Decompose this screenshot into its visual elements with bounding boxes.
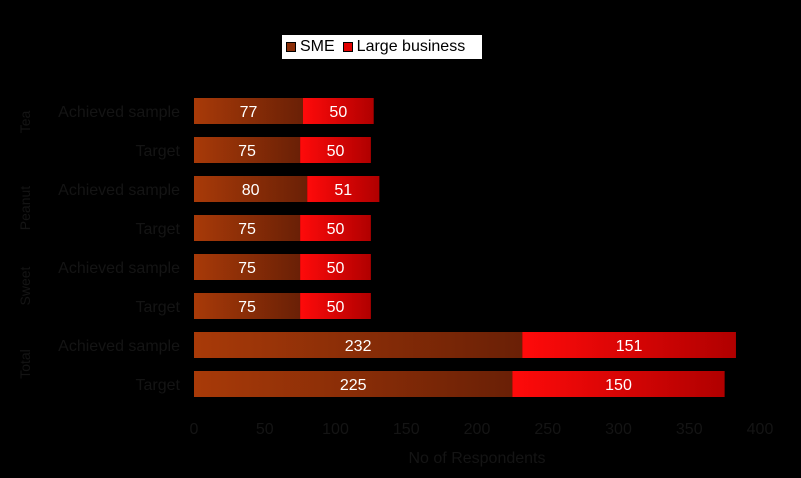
x-tick-label: 400: [747, 421, 774, 438]
bar-segment: [302, 98, 374, 124]
legend-label-sme: SME: [300, 38, 335, 55]
legend: SME Large business: [282, 35, 482, 59]
x-tick-label: 250: [534, 421, 561, 438]
bar-segment: [522, 332, 736, 358]
legend-swatch-sme: [286, 42, 296, 52]
bar-segment: [194, 215, 301, 241]
group-label: Peanut: [17, 186, 33, 230]
category-label: Achieved sample: [58, 338, 180, 355]
data-label: 80: [242, 182, 260, 199]
x-tick-label: 200: [464, 421, 491, 438]
data-label: 77: [240, 104, 258, 121]
bar-segment: [300, 215, 371, 241]
x-tick-label: 350: [676, 421, 703, 438]
x-tick-label: 0: [190, 421, 199, 438]
bar-segment: [300, 137, 371, 163]
x-tick-label: 50: [256, 421, 274, 438]
bar-segment: [512, 371, 725, 397]
data-label: 151: [616, 338, 643, 355]
category-label: Achieved sample: [58, 104, 180, 121]
data-label: 75: [238, 299, 256, 316]
data-label: 50: [329, 104, 347, 121]
bar-segment: [194, 293, 301, 319]
data-label: 75: [238, 221, 256, 238]
data-label: 75: [238, 260, 256, 277]
category-label: Target: [136, 299, 181, 316]
bar-segment: [194, 371, 513, 397]
legend-item-sme: SME: [286, 38, 335, 56]
x-tick-label: 150: [393, 421, 420, 438]
category-label: Target: [136, 221, 181, 238]
bar-segment: [194, 98, 303, 124]
bar-segment: [194, 137, 301, 163]
data-label: 225: [340, 377, 367, 394]
data-label: 150: [605, 377, 632, 394]
data-label: 75: [238, 143, 256, 160]
category-label: Target: [136, 377, 181, 394]
bar-segment: [194, 254, 301, 280]
bar-segment: [300, 254, 371, 280]
bar-segment: [307, 176, 380, 202]
bar-segment: [194, 332, 523, 358]
legend-swatch-large-business: [342, 42, 353, 52]
category-label: Achieved sample: [58, 182, 180, 199]
data-label: 50: [327, 260, 345, 277]
group-label: Sweet: [17, 266, 33, 305]
group-label: Total: [17, 349, 33, 379]
x-axis-title: No of Respondents: [409, 450, 546, 467]
data-label: 51: [334, 182, 352, 199]
x-tick-label: 100: [322, 421, 349, 438]
group-label: Tea: [17, 111, 33, 134]
data-label: 50: [327, 299, 345, 316]
legend-item-large-business: Large business: [342, 38, 466, 56]
data-label: 232: [345, 338, 372, 355]
category-label: Target: [136, 143, 181, 160]
category-label: Achieved sample: [58, 260, 180, 277]
x-tick-label: 300: [605, 421, 632, 438]
data-label: 50: [327, 143, 345, 160]
bar-segment: [194, 176, 308, 202]
legend-label-large-business: Large business: [356, 38, 466, 55]
bar-segment: [300, 293, 371, 319]
data-label: 50: [327, 221, 345, 238]
